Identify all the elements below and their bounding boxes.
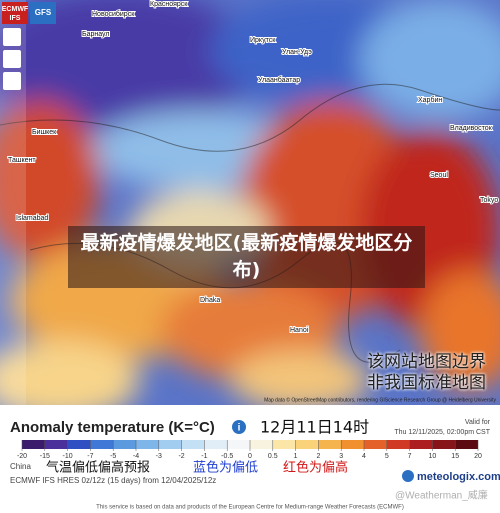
scale-tick-label: -15 bbox=[40, 453, 50, 460]
scale-swatch bbox=[227, 440, 250, 449]
place-label: Иркутск bbox=[250, 37, 276, 44]
place-label: Islamabad bbox=[16, 215, 48, 222]
scale-swatch bbox=[272, 440, 296, 449]
scale-tick-label: 4 bbox=[362, 453, 366, 460]
scale-tick-label: -3 bbox=[156, 453, 162, 460]
valid-time: Thu 12/11/2025, 02:00pm CST bbox=[394, 429, 490, 436]
scale-tick-label: 0.5 bbox=[268, 453, 278, 460]
zoom-in-button[interactable] bbox=[3, 50, 21, 68]
place-label: Seoul bbox=[430, 172, 448, 179]
disclaimer-line: 非我国标准地图 bbox=[367, 373, 486, 393]
map-disclaimer: 该网站地图边界 非我国标准地图 bbox=[367, 352, 486, 394]
place-label: Улаанбаатар bbox=[258, 76, 300, 84]
scale-tick-label: -5 bbox=[110, 453, 116, 460]
info-icon-glyph: i bbox=[238, 423, 241, 434]
legend-title: Anomaly temperature (K=°C) bbox=[10, 419, 215, 436]
scale-tick-label: 0 bbox=[248, 453, 252, 460]
place-label: Hanoi bbox=[290, 327, 309, 334]
scale-swatch bbox=[67, 440, 91, 449]
scale-swatch bbox=[318, 440, 342, 449]
valid-label: Valid for bbox=[465, 419, 491, 426]
scale-swatch bbox=[295, 440, 319, 449]
region-label: China bbox=[10, 462, 31, 471]
scale-swatch bbox=[409, 440, 433, 449]
scale-tick-label: -0.5 bbox=[221, 453, 233, 460]
place-label: Бишкек bbox=[32, 129, 57, 136]
scale-swatch bbox=[432, 440, 456, 449]
place-label: Новосибирск bbox=[92, 10, 135, 18]
scale-swatch bbox=[22, 440, 45, 449]
scale-swatch bbox=[386, 440, 410, 449]
tab-label: GFS bbox=[35, 8, 52, 17]
scale-tick-label: 10 bbox=[429, 453, 437, 460]
place-label: Владивосток bbox=[450, 125, 493, 132]
scale-tick-label: 5 bbox=[385, 453, 389, 460]
scale-swatch bbox=[158, 440, 182, 449]
brand: meteologix.com bbox=[417, 471, 500, 483]
scale-swatch bbox=[364, 440, 387, 449]
scale-swatch bbox=[455, 440, 478, 449]
model-info: ECMWF IFS HRES 0z/12z (15 days) from 12/… bbox=[10, 476, 216, 485]
scale-tick-label: -1 bbox=[201, 453, 207, 460]
scale-tick-label: 15 bbox=[451, 453, 459, 460]
place-label: Красноярск bbox=[150, 1, 188, 8]
brand-logo bbox=[402, 470, 414, 482]
caption: 气温偏低偏高预报 bbox=[46, 460, 150, 476]
map-attribution: Map data © OpenStreetMap contributors, r… bbox=[264, 396, 496, 403]
place-label: Харбин bbox=[418, 96, 442, 104]
place-label: Ташкент bbox=[8, 157, 36, 164]
tab-ecmwf[interactable] bbox=[2, 2, 28, 24]
scale-tick-label: 7 bbox=[408, 453, 412, 460]
place-label: Dhaka bbox=[200, 297, 220, 304]
legend-time: 12月11日14时 bbox=[260, 418, 369, 437]
scale-tick-label: -10 bbox=[63, 453, 73, 460]
scale-swatch bbox=[113, 440, 136, 449]
tab-label: ECMWF bbox=[2, 6, 29, 13]
scale-tick-label: -20 bbox=[17, 453, 27, 460]
scale-swatch bbox=[181, 440, 205, 449]
scale-swatch bbox=[250, 440, 273, 449]
zoom-out-button[interactable] bbox=[3, 72, 21, 90]
scale-tick-label: -7 bbox=[87, 453, 93, 460]
scale-tick-label: -4 bbox=[133, 453, 139, 460]
overlay-title: 最新疫情爆发地区(最新疫情爆发地区分布) bbox=[68, 226, 425, 288]
scale-tick-label: -2 bbox=[178, 453, 184, 460]
place-label: Улан-Удэ bbox=[282, 49, 312, 56]
location-button[interactable] bbox=[3, 28, 21, 46]
info-icon[interactable] bbox=[232, 420, 246, 434]
scale-swatch bbox=[136, 440, 159, 449]
legend-panel bbox=[0, 405, 500, 513]
scale-swatch bbox=[204, 440, 228, 449]
watermark: @Weatherman_威廉 bbox=[395, 489, 488, 502]
scale-tick-label: 20 bbox=[474, 453, 482, 460]
scale-swatch bbox=[44, 440, 68, 449]
tab-gfs[interactable] bbox=[30, 2, 56, 24]
scale-tick-label: 1 bbox=[294, 453, 298, 460]
caption-blue: 蓝色为偏低 bbox=[193, 460, 258, 476]
disclaimer-line: 该网站地图边界 bbox=[367, 352, 486, 372]
scale-tick-label: 3 bbox=[339, 453, 343, 460]
scale-swatch bbox=[90, 440, 114, 449]
scale-swatch bbox=[341, 440, 364, 449]
footer: This service is based on data and produc… bbox=[96, 505, 404, 511]
caption-red: 红色为偏高 bbox=[283, 460, 348, 476]
place-label: Барнаул bbox=[82, 31, 110, 38]
tab-label: IFS bbox=[10, 15, 21, 22]
place-label: Tokyo bbox=[480, 197, 498, 204]
scale-tick-label: 2 bbox=[316, 453, 320, 460]
